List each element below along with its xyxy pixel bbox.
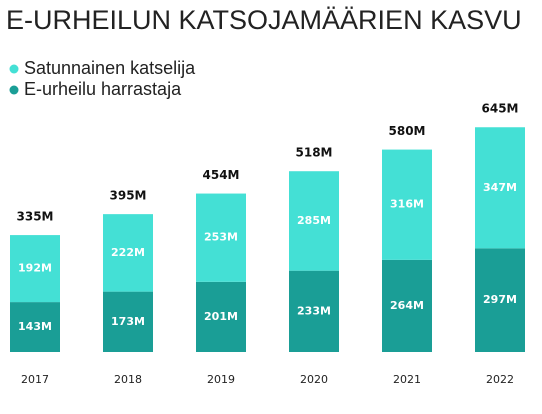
segment-label: 285M	[297, 214, 331, 227]
bar-segment	[475, 248, 525, 352]
total-label: 580M	[389, 124, 426, 138]
x-tick-label: 2021	[393, 373, 421, 386]
x-tick-label: 2020	[300, 373, 328, 386]
bar-segment	[382, 259, 432, 352]
segment-label: 173M	[111, 315, 145, 328]
bar-segment	[103, 214, 153, 292]
bar-segment	[475, 127, 525, 249]
bar-segment	[10, 235, 60, 303]
chart-title: E-URHEILUN KATSOJAMÄÄRIEN KASVU	[6, 5, 522, 35]
segment-label: 233M	[297, 304, 331, 317]
x-tick-label: 2017	[21, 373, 49, 386]
segment-label: 316M	[390, 198, 424, 211]
legend-swatch	[9, 85, 19, 95]
total-label: 335M	[17, 210, 54, 224]
x-tick-label: 2022	[486, 373, 514, 386]
segment-label: 192M	[18, 262, 52, 275]
bar-segment	[289, 171, 339, 271]
total-label: 454M	[203, 168, 240, 182]
bar-segment	[196, 281, 246, 352]
total-label: 518M	[296, 146, 333, 160]
bar-segment	[289, 270, 339, 352]
bar-segment	[382, 149, 432, 260]
bar-segment	[10, 302, 60, 352]
segment-label: 143M	[18, 320, 52, 333]
segment-label: 264M	[390, 299, 424, 312]
segment-label: 347M	[483, 181, 517, 194]
bar-segment	[103, 291, 153, 352]
segment-label: 222M	[111, 246, 145, 259]
x-tick-label: 2018	[114, 373, 142, 386]
total-label: 395M	[110, 189, 147, 203]
x-tick-label: 2019	[207, 373, 235, 386]
segment-label: 201M	[204, 310, 238, 323]
legend-label: E-urheilu harrastaja	[24, 79, 182, 99]
total-label: 645M	[482, 101, 519, 115]
legend-swatch	[9, 64, 19, 74]
segment-label: 297M	[483, 293, 517, 306]
segment-label: 253M	[204, 231, 238, 244]
legend-label: Satunnainen katselija	[24, 58, 196, 78]
bar-segment	[196, 193, 246, 282]
